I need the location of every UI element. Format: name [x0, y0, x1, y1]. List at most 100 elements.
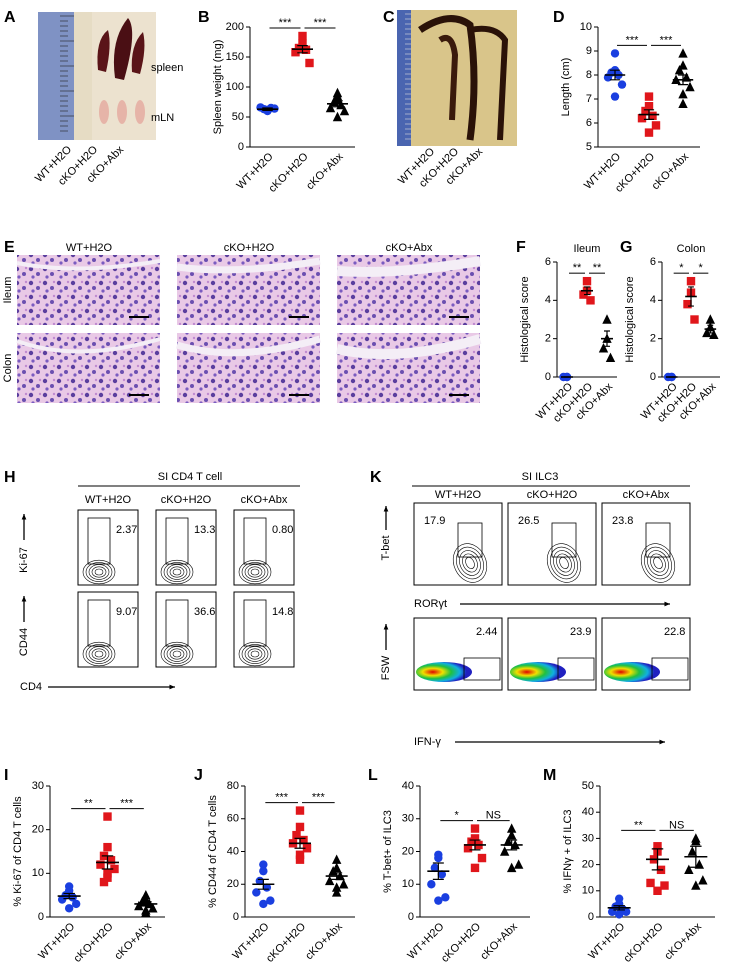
data-point	[434, 896, 443, 905]
contour	[462, 553, 478, 573]
y-tick-label: 200	[226, 21, 244, 33]
y-tick-label: 6	[586, 117, 592, 129]
panel-letter: F	[516, 239, 526, 256]
error-bar	[643, 109, 655, 120]
data-point	[295, 822, 305, 832]
data-point	[434, 853, 443, 863]
contour	[653, 557, 663, 569]
y-tick-label: 0	[545, 371, 551, 383]
data-point	[705, 314, 716, 324]
data-point	[148, 903, 158, 913]
contour	[163, 562, 191, 582]
gate	[645, 522, 671, 558]
y-tick-label: 80	[227, 780, 239, 792]
error-bar	[101, 855, 114, 870]
data-point	[513, 859, 524, 869]
x-tick-label: cKO+Abx	[478, 920, 520, 962]
data-point	[685, 81, 695, 92]
error-bar	[294, 837, 306, 849]
contour	[94, 568, 104, 576]
y-tick-label: 30	[582, 832, 594, 844]
data-point	[103, 869, 112, 878]
flow-plot	[233, 591, 295, 668]
data-point	[110, 864, 119, 874]
lumen	[175, 335, 321, 357]
y-tick-label: 30	[32, 780, 44, 792]
arrow-head	[383, 624, 389, 630]
significance-label: ***	[314, 17, 328, 29]
x-tick-label: cKO+H2O	[72, 920, 116, 964]
data-point	[687, 846, 698, 856]
data-point	[605, 352, 616, 363]
y-axis-label: % CD44 of CD4 T cells	[207, 795, 219, 908]
ruler	[397, 10, 411, 146]
contour	[169, 566, 185, 578]
error-bar	[609, 69, 621, 81]
data-point	[637, 114, 647, 123]
data-point	[648, 111, 657, 120]
error-bar	[331, 872, 343, 880]
gate-percent: 26.5	[518, 515, 539, 527]
data-point	[427, 880, 436, 889]
gate-percent: 2.44	[476, 626, 497, 638]
lymph-node	[117, 100, 127, 124]
data-point	[64, 904, 74, 913]
data-point	[506, 829, 517, 840]
data-point	[503, 836, 513, 846]
lumen	[176, 257, 321, 274]
contour	[546, 543, 582, 583]
error-bar	[677, 74, 689, 86]
data-point	[691, 880, 701, 890]
panel-letter: I	[4, 767, 8, 784]
y-tick-label: 6	[545, 256, 551, 268]
contour	[640, 543, 676, 583]
data-point	[302, 844, 312, 853]
density	[510, 662, 566, 682]
data-point	[653, 886, 662, 895]
gate	[87, 517, 111, 565]
column-header: cKO+Abx	[241, 494, 288, 506]
data-point	[644, 102, 654, 111]
gate	[557, 657, 595, 681]
gate-percent: 17.9	[424, 515, 445, 527]
contour	[456, 546, 484, 580]
contour	[452, 543, 488, 583]
gate	[651, 657, 689, 681]
y-tick-label: 50	[232, 111, 244, 123]
data-point	[651, 121, 661, 130]
data-point	[644, 92, 654, 101]
spleen	[131, 32, 145, 74]
column-header: cKO+Abx	[623, 489, 670, 501]
data-point	[646, 878, 655, 888]
y-tick-label: 100	[226, 81, 244, 93]
y-tick-label: 150	[226, 51, 244, 63]
contour	[459, 550, 481, 576]
data-point	[610, 49, 620, 58]
data-point	[617, 80, 627, 89]
data-point	[598, 343, 609, 353]
gate-percent: 13.3	[194, 524, 215, 536]
contour	[82, 559, 116, 585]
y-tick-label: 2	[545, 333, 551, 345]
error-bar	[63, 892, 75, 900]
error-bar	[257, 878, 269, 890]
y-axis-label: % Ki-67 of CD4 T cells	[12, 796, 24, 907]
data-point	[339, 105, 350, 116]
data-point	[644, 128, 654, 137]
panel-letter: K	[370, 469, 382, 486]
significance-label: NS	[486, 809, 501, 821]
contour	[160, 641, 194, 667]
data-point	[292, 830, 301, 840]
data-point	[252, 888, 261, 897]
significance-label: NS	[669, 819, 684, 831]
contour	[244, 646, 266, 662]
panel-letter: D	[553, 9, 565, 26]
flow-plot	[77, 591, 139, 668]
panel-letter: A	[4, 9, 16, 26]
error-bar	[297, 45, 308, 54]
error-bar	[688, 286, 694, 307]
contour	[650, 553, 666, 573]
data-point	[259, 866, 268, 876]
y-axis-label: Length (cm)	[560, 58, 572, 117]
y-tick-label: 0	[408, 911, 414, 923]
